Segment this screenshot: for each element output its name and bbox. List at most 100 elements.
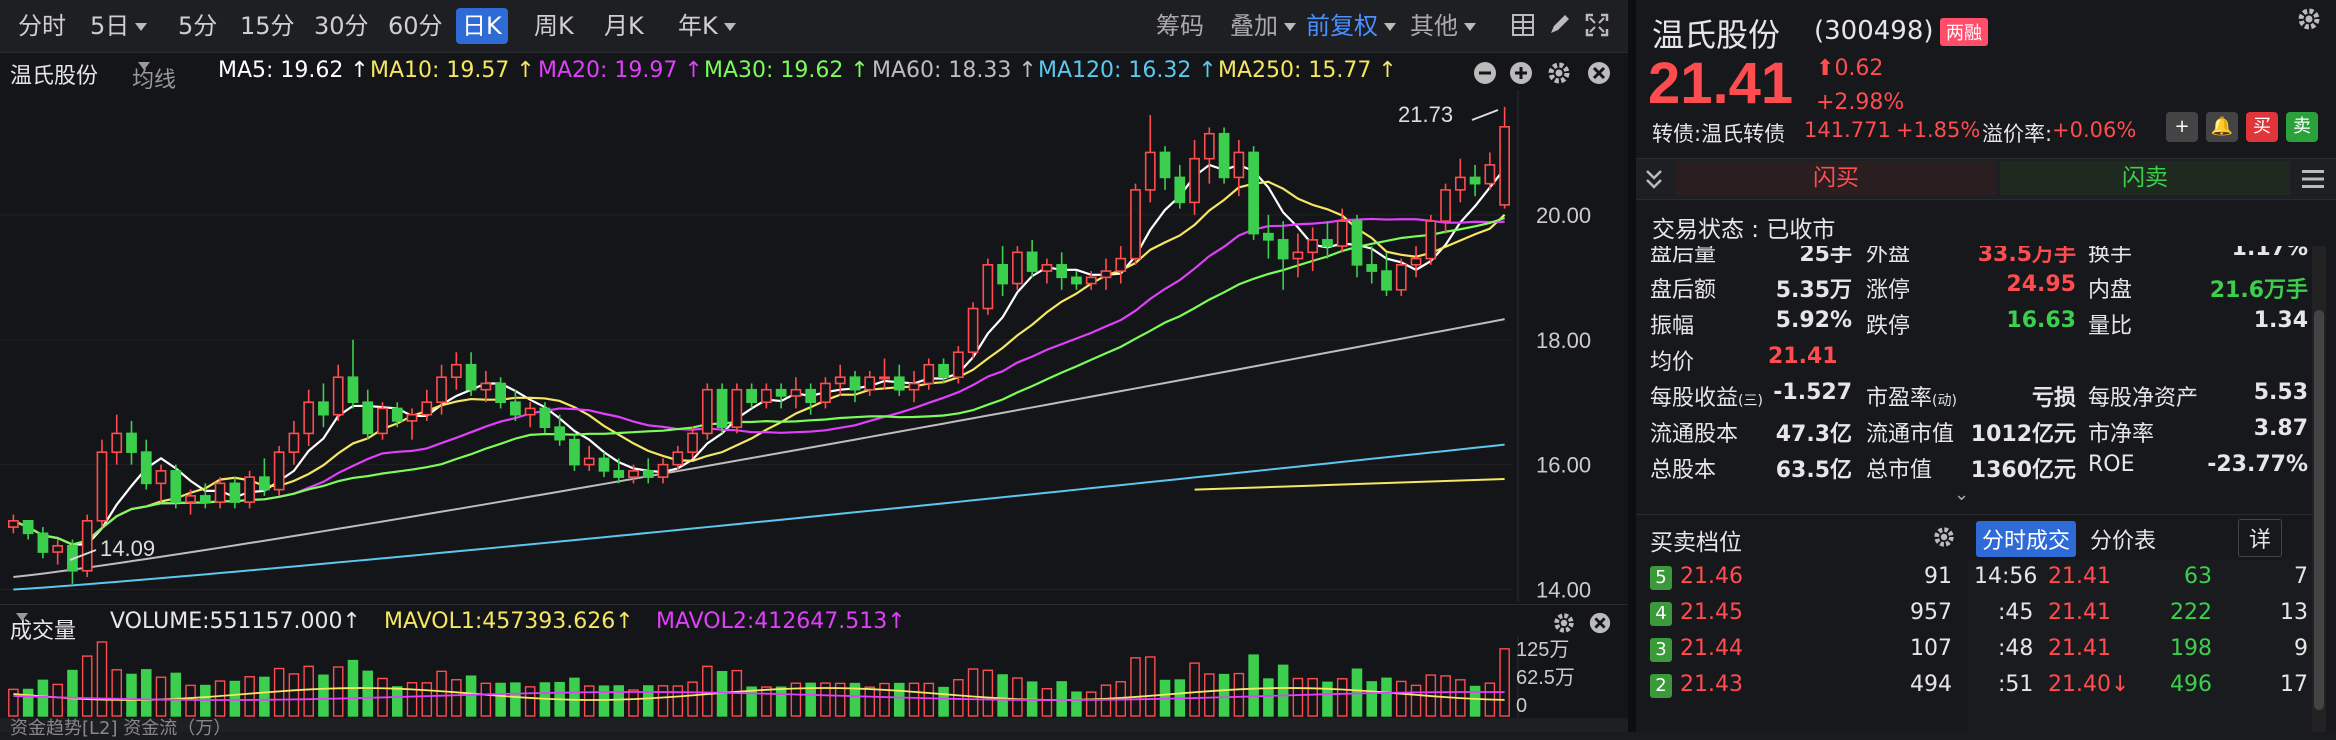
stat-value: 1012亿元 (1970, 422, 2076, 447)
candle-body (1071, 276, 1082, 285)
close-icon[interactable] (1588, 611, 1612, 635)
candle-body (1395, 264, 1407, 291)
stat-label: 均价 (1650, 350, 1695, 375)
volume-bar (1410, 684, 1422, 717)
scrollbar-thumb[interactable] (2314, 310, 2324, 710)
sell-button[interactable]: 卖 (2286, 112, 2318, 142)
candle-body (318, 401, 329, 416)
tick-time: :45 (1998, 600, 2034, 625)
tick-price: 21.40↓ (2048, 672, 2130, 697)
chevron-down-icon (135, 23, 148, 31)
stat-value: 24.95 (2006, 272, 2076, 297)
stat-label: 跌停 (1866, 314, 1911, 339)
buy-button[interactable]: 买 (2246, 112, 2278, 142)
candle (1100, 258, 1112, 290)
minus-circle-icon[interactable] (1472, 60, 1498, 86)
candle (1307, 227, 1319, 272)
order-level-row[interactable]: 2 21.43 494 (1636, 668, 1966, 704)
candle-body (436, 376, 447, 403)
y-tick-label: 18.00 (1536, 328, 1591, 353)
period-60min[interactable]: 60分 (388, 12, 443, 40)
candle-body (1322, 239, 1333, 247)
period-monthly-k[interactable]: 月K (604, 12, 644, 40)
gear-icon[interactable] (1932, 525, 1956, 549)
period-weekly-k[interactable]: 周K (534, 12, 574, 40)
volume-bar (879, 682, 890, 717)
alert-button[interactable]: 🔔 (2206, 112, 2238, 142)
candle (1233, 139, 1245, 197)
candle-body (332, 376, 344, 416)
order-level-row[interactable]: 4 21.45 957 (1636, 596, 1966, 632)
volume-bar (421, 682, 433, 717)
stat-label: ROE (2088, 452, 2135, 477)
candle (849, 370, 861, 403)
scrollbar-track[interactable] (2312, 246, 2326, 732)
ma10-label: MA10: 19.57 ↑ (370, 58, 535, 83)
candle-body (687, 432, 698, 453)
volume-bar (820, 682, 831, 717)
volume-bar (834, 682, 846, 717)
plus-circle-icon[interactable] (1508, 60, 1534, 86)
volume-bar (1277, 664, 1289, 717)
order-level-row[interactable]: 3 21.44 107 (1636, 632, 1966, 668)
period-5day[interactable]: 5日 (84, 8, 153, 44)
detail-button[interactable]: 详 (2238, 519, 2283, 557)
order-level-row[interactable]: 5 21.46 91 (1636, 560, 1966, 596)
gear-icon[interactable] (2296, 6, 2322, 32)
candle (1189, 139, 1200, 215)
period-daily-k[interactable]: 日K (456, 8, 508, 44)
adjust-button[interactable]: 前复权 (1300, 8, 1402, 44)
collapse-down-icon[interactable] (1642, 167, 1666, 191)
chips-button[interactable]: 筹码 (1156, 12, 1204, 40)
stat-value: 亏损 (2031, 386, 2076, 411)
volume-bar (524, 686, 536, 717)
candle (539, 402, 551, 434)
period-yearly-k[interactable]: 年K (672, 8, 742, 44)
tick-price: 21.41 (2048, 564, 2111, 589)
price-change-value: 0.62 (1834, 56, 1884, 81)
fund-trend-strip[interactable]: 资金趋势[L2] 资金流（万） (0, 718, 1628, 739)
period-intraday[interactable]: 分时 (18, 12, 66, 40)
candle (406, 408, 418, 440)
volume-bar (1499, 648, 1510, 717)
period-5min[interactable]: 5分 (178, 12, 218, 40)
vol-tick-mid: 62.5万 (1516, 667, 1575, 689)
fullscreen-icon[interactable] (1584, 12, 1610, 38)
gear-icon[interactable] (1552, 611, 1576, 635)
flash-sell-button[interactable]: 闪卖 (2000, 161, 2290, 195)
other-button[interactable]: 其他 (1404, 8, 1482, 44)
panel-divider[interactable] (1628, 0, 1636, 732)
close-icon[interactable] (1586, 60, 1612, 86)
period-15min[interactable]: 15分 (240, 12, 295, 40)
candle (126, 420, 137, 465)
grid-layout-icon[interactable] (1510, 12, 1536, 38)
candle-body (583, 457, 595, 466)
tick-price: 21.41 (2048, 636, 2111, 661)
tab-price-table[interactable]: 分价表 (2090, 529, 2157, 554)
candle (1012, 246, 1023, 290)
gear-icon[interactable] (1546, 60, 1572, 86)
tab-time-trades[interactable]: 分时成交 (1976, 521, 2077, 557)
volume-bar (1218, 673, 1230, 717)
trade-status: 交易状态 : 已收市 (1652, 217, 1836, 243)
candle-body (421, 401, 433, 416)
menu-icon[interactable] (2300, 167, 2326, 191)
candle (436, 364, 447, 415)
candle-body (982, 264, 994, 310)
overlay-button[interactable]: 叠加 (1224, 8, 1302, 44)
volume-chart[interactable]: 125万 62.5万 0 (0, 636, 1628, 718)
kline-chart[interactable]: 20.00 18.00 16.00 14.00 21.73 14.09 (0, 90, 1628, 602)
candle (67, 539, 78, 584)
volume-bar (908, 682, 920, 717)
volume-bar (953, 679, 964, 717)
candle (170, 464, 182, 509)
volume-bar (1071, 691, 1082, 717)
draw-pen-icon[interactable] (1546, 12, 1572, 38)
flash-buy-button[interactable]: 闪买 (1676, 161, 1996, 195)
candle (111, 414, 123, 465)
period-30min[interactable]: 30分 (314, 12, 369, 40)
add-watchlist-button[interactable]: + (2166, 112, 2198, 142)
stat-label: 每股净资产 (2088, 386, 2199, 411)
candle (746, 383, 757, 409)
expand-chevron-icon[interactable]: ⌄ (1954, 484, 1970, 505)
